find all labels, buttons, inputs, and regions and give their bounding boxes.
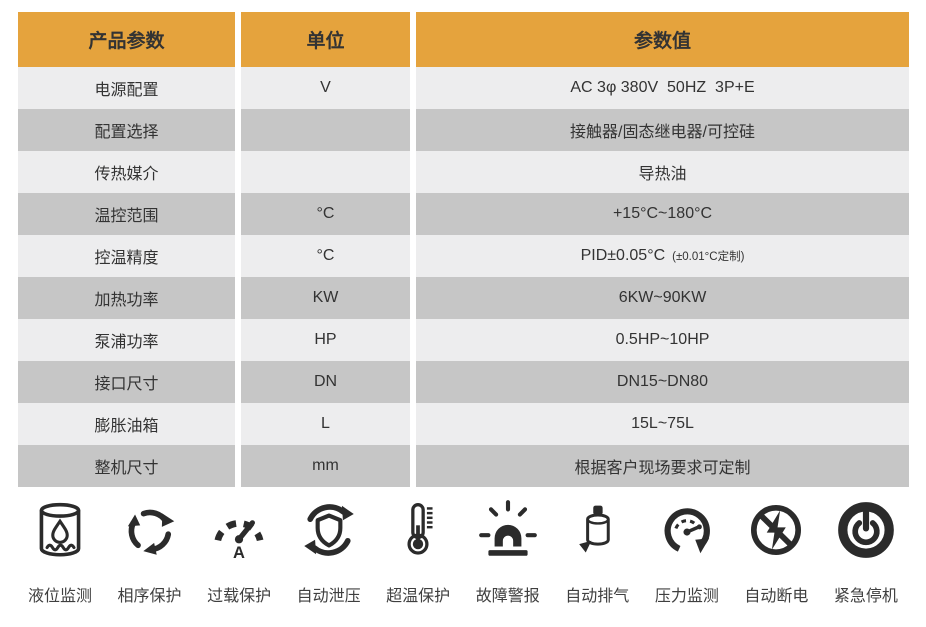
feature-pressure-monitor: 压力监测 [645, 494, 729, 606]
thermometer-icon [388, 494, 448, 566]
table-row: 电源配置 V AC 3φ 380V 50HZ 3P+E [18, 67, 909, 109]
row-name: 整机尺寸 [18, 445, 235, 487]
table-row: 加热功率 KW 6KW~90KW [18, 277, 909, 319]
feature-label: 液位监测 [27, 588, 92, 605]
exhaust-valve-icon [567, 494, 627, 566]
feature-label: 相序保护 [117, 588, 182, 605]
row-unit: KW [241, 277, 410, 319]
emergency-stop-icon [833, 494, 899, 566]
header-unit: 单位 [241, 12, 410, 67]
feature-label: 压力监测 [654, 588, 719, 605]
table-row: 温控范围 °C +15°C~180°C [18, 193, 909, 235]
table-row: 膨胀油箱 L 15L~75L [18, 403, 909, 445]
feature-phase-sequence: 相序保护 [108, 494, 192, 606]
row-value: 导热油 [416, 151, 909, 193]
table-row: 整机尺寸 mm 根据客户现场要求可定制 [18, 445, 909, 487]
row-unit: HP [241, 319, 410, 361]
row-name: 控温精度 [18, 235, 235, 277]
row-unit: mm [241, 445, 410, 487]
liquid-level-icon [27, 494, 93, 566]
row-name: 膨胀油箱 [18, 403, 235, 445]
row-value: PID±0.05°C (±0.01°C定制) [416, 235, 909, 277]
power-cut-icon [743, 494, 809, 566]
row-name: 传热媒介 [18, 151, 235, 193]
row-value-main: PID±0.05°C [580, 247, 666, 264]
row-unit [241, 151, 410, 193]
pressure-relief-shield-icon [296, 494, 362, 566]
feature-auto-exhaust: 自动排气 [555, 494, 639, 606]
row-unit: °C [241, 193, 410, 235]
row-unit: DN [241, 361, 410, 403]
row-value: 0.5HP~10HP [416, 319, 909, 361]
table-row: 接口尺寸 DN DN15~DN80 [18, 361, 909, 403]
row-value-note: (±0.01°C定制) [672, 251, 745, 263]
feature-overtemp: 超温保护 [376, 494, 460, 606]
table-row: 控温精度 °C PID±0.05°C (±0.01°C定制) [18, 235, 909, 277]
alarm-beacon-icon [475, 494, 541, 566]
pressure-gauge-icon [654, 494, 720, 566]
row-name: 接口尺寸 [18, 361, 235, 403]
feature-icon-strip: 液位监测 相序保护 A [18, 494, 908, 606]
feature-label: 自动泄压 [296, 588, 361, 605]
table-row: 泵浦功率 HP 0.5HP~10HP [18, 319, 909, 361]
feature-label: 自动断电 [744, 588, 809, 605]
feature-liquid-level: 液位监测 [18, 494, 102, 606]
row-value: 接触器/固态继电器/可控硅 [416, 109, 909, 151]
row-value: 根据客户现场要求可定制 [416, 445, 909, 487]
row-value: 6KW~90KW [416, 277, 909, 319]
row-unit: °C [241, 235, 410, 277]
row-unit: V [241, 67, 410, 109]
row-name: 电源配置 [18, 67, 235, 109]
feature-emergency-stop: 紧急停机 [824, 494, 908, 606]
row-value: 15L~75L [416, 403, 909, 445]
overload-gauge-icon: A [206, 494, 272, 566]
row-value: AC 3φ 380V 50HZ 3P+E [416, 67, 909, 109]
feature-fault-alarm: 故障警报 [466, 494, 550, 606]
row-value: DN15~DN80 [416, 361, 909, 403]
spec-table: 产品参数 单位 参数值 电源配置 V AC 3φ 380V 50HZ 3P+E … [18, 12, 909, 487]
feature-power-cut: 自动断电 [734, 494, 818, 606]
table-header-row: 产品参数 单位 参数值 [18, 12, 909, 67]
feature-label: 自动排气 [565, 588, 630, 605]
feature-label: 故障警报 [475, 588, 540, 605]
header-product-params: 产品参数 [18, 12, 235, 67]
row-name: 温控范围 [18, 193, 235, 235]
feature-label: 过载保护 [207, 588, 272, 605]
row-name: 泵浦功率 [18, 319, 235, 361]
table-row: 配置选择 接触器/固态继电器/可控硅 [18, 109, 909, 151]
row-name: 配置选择 [18, 109, 235, 151]
row-name: 加热功率 [18, 277, 235, 319]
svg-text:A: A [233, 544, 245, 562]
table-row: 传热媒介 导热油 [18, 151, 909, 193]
phase-sequence-icon [117, 494, 183, 566]
row-value: +15°C~180°C [416, 193, 909, 235]
row-unit: L [241, 403, 410, 445]
feature-label: 超温保护 [386, 588, 451, 605]
row-unit [241, 109, 410, 151]
feature-overload: A 过载保护 [197, 494, 281, 606]
feature-label: 紧急停机 [833, 588, 898, 605]
header-param-value: 参数值 [416, 12, 909, 67]
feature-pressure-relief: 自动泄压 [287, 494, 371, 606]
